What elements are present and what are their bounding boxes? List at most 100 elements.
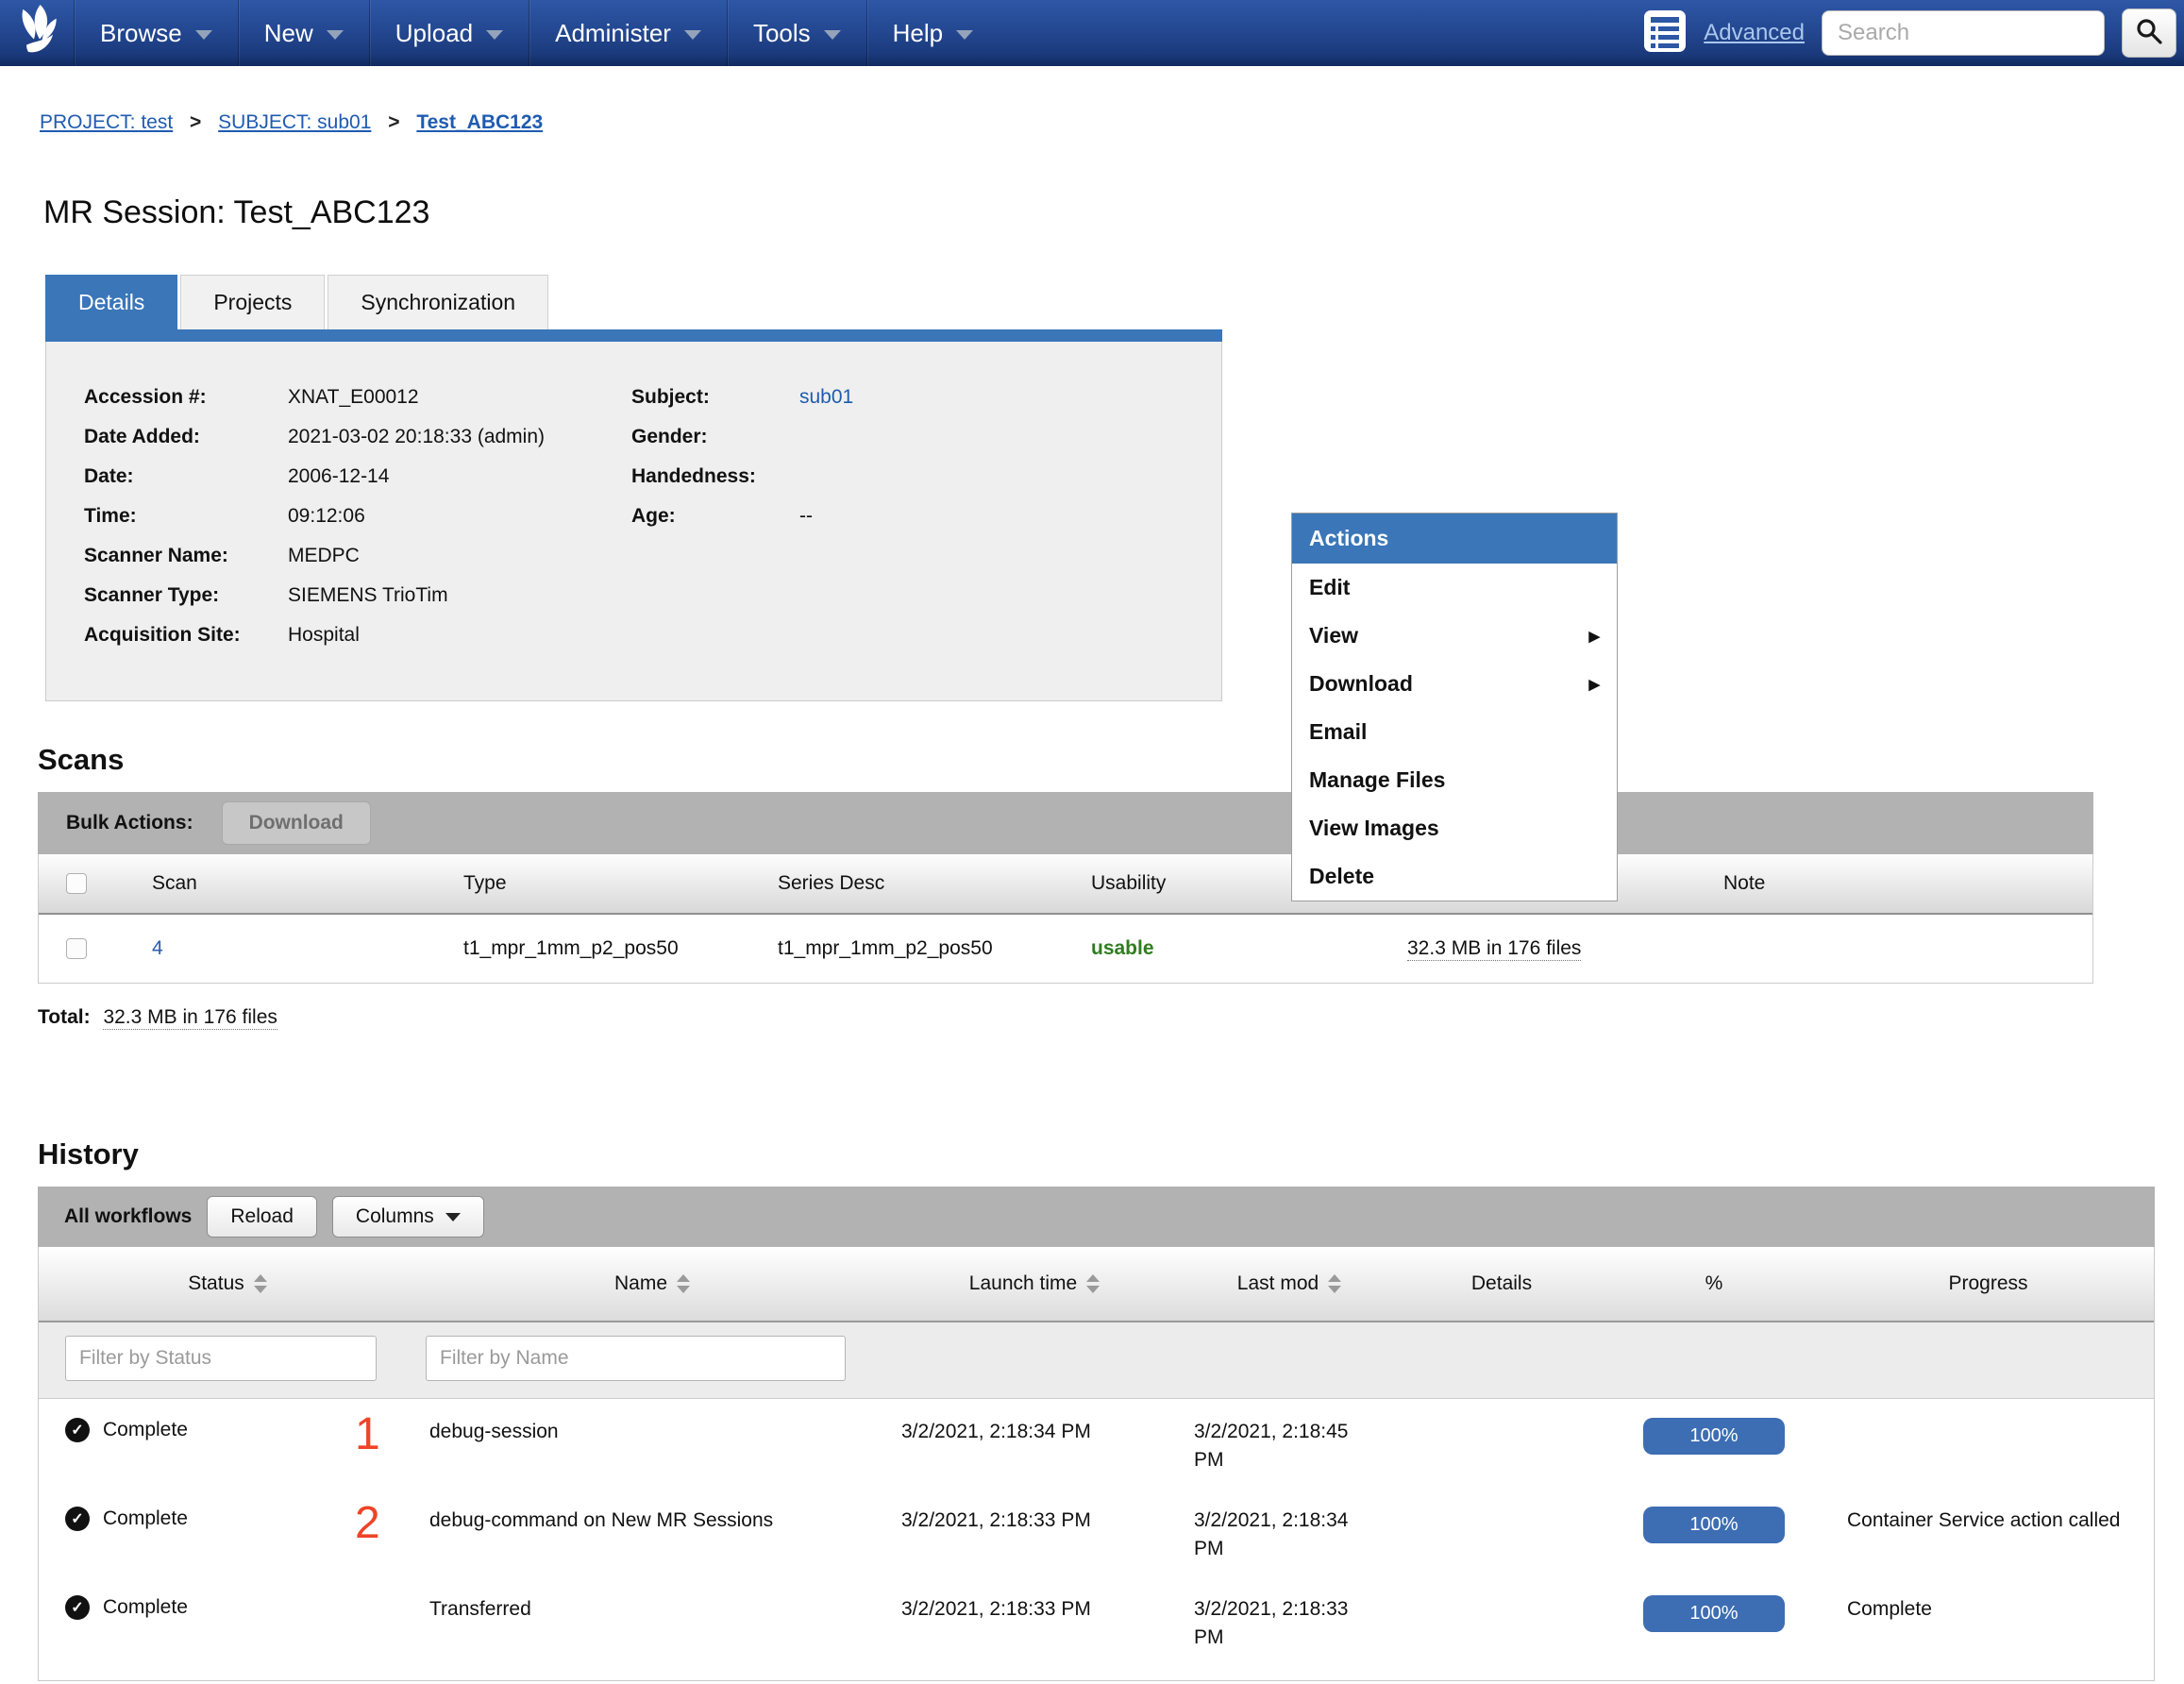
xnat-logo[interactable]: [0, 0, 74, 66]
scans-col-scan: Scan: [152, 872, 197, 894]
details-left-column: Accession #: XNAT_E00012 Date Added: 2021-…: [84, 385, 631, 663]
action-view-images[interactable]: View Images: [1292, 804, 1617, 852]
chevron-down-icon: [683, 30, 701, 40]
field-label: Gender:: [631, 426, 708, 447]
scans-table-header: Scan Type Series Desc Usability Files No…: [39, 854, 2092, 915]
scanner-name-value: MEDPC: [288, 545, 360, 566]
actions-panel-title: Actions: [1292, 514, 1617, 564]
action-label: Manage Files: [1309, 767, 1446, 792]
status-text: Complete: [103, 1596, 188, 1618]
scans-col-note: Note: [1723, 872, 1766, 894]
actions-panel: Actions Edit View ▶ Download ▶ Email Manag…: [1291, 513, 1618, 901]
history-col-details: Details: [1398, 1247, 1605, 1321]
column-label: Status: [188, 1272, 244, 1294]
scan-series-desc-cell: t1_mpr_1mm_p2_pos50: [778, 937, 993, 959]
nav-menu-tools[interactable]: Tools: [726, 0, 866, 66]
select-all-scans-checkbox[interactable]: [66, 873, 87, 894]
field-label: Subject:: [631, 386, 710, 408]
action-email[interactable]: Email: [1292, 708, 1617, 756]
scan-usability-badge: usable: [1091, 937, 1154, 959]
status-complete-icon: ✓: [65, 1507, 90, 1531]
filter-status-input[interactable]: [65, 1336, 377, 1381]
progress-percent-pill[interactable]: 100%: [1643, 1418, 1785, 1455]
scans-col-series-desc: Series Desc: [778, 872, 885, 894]
history-row: ✓ Complete 1 debug-session 3/2/2021, 2:1…: [39, 1399, 2154, 1488]
tab-details[interactable]: Details: [45, 275, 178, 329]
action-delete[interactable]: Delete: [1292, 852, 1617, 901]
column-label: Details: [1470, 1272, 1533, 1294]
nav-menu-label: Administer: [555, 18, 671, 47]
breadcrumb-session-link[interactable]: Test_ABC123: [416, 111, 544, 133]
status-complete-icon: ✓: [65, 1595, 90, 1620]
nav-menu-label: Help: [892, 18, 944, 47]
reload-button[interactable]: Reload: [207, 1196, 317, 1238]
history-col-launch-time[interactable]: Launch time: [888, 1247, 1181, 1321]
nav-menu-help[interactable]: Help: [865, 0, 999, 66]
subject-link[interactable]: sub01: [799, 386, 854, 408]
session-summary-region: Details Projects Synchronization Accessi…: [0, 275, 2184, 901]
history-row: ✓ Complete 2 debug-command on New MR Ses…: [39, 1488, 2154, 1576]
scan-id-link[interactable]: 4: [152, 937, 163, 959]
details-cell: [1398, 1595, 1605, 1652]
history-toolbar: All workflows Reload Columns: [38, 1187, 2155, 1247]
date-value: 2006-12-14: [288, 465, 390, 487]
scanner-type-value: SIEMENS TrioTim: [288, 584, 448, 606]
progress-percent-pill[interactable]: 100%: [1643, 1595, 1785, 1632]
last-mod-time: 3/2/2021, 2:18:34 PM: [1194, 1509, 1349, 1559]
advanced-search-icon[interactable]: [1643, 9, 1687, 58]
columns-button[interactable]: Columns: [331, 1196, 484, 1238]
scans-total-files-link[interactable]: 32.3 MB in 176 files: [103, 1006, 277, 1030]
action-label: Delete: [1309, 864, 1375, 888]
search-input[interactable]: [1822, 10, 2105, 56]
chevron-down-icon: [445, 1212, 461, 1221]
filter-name-input[interactable]: [426, 1336, 846, 1381]
submenu-arrow-icon: ▶: [1588, 676, 1600, 693]
scans-heading: Scans: [38, 743, 125, 776]
active-tab-bar: [45, 329, 1222, 342]
action-download[interactable]: Download ▶: [1292, 660, 1617, 708]
age-value: --: [799, 505, 813, 527]
details-cell: [1398, 1507, 1605, 1563]
nav-menu-upload[interactable]: Upload: [368, 0, 529, 66]
bulk-download-button[interactable]: Download: [221, 801, 371, 845]
history-col-status[interactable]: Status: [39, 1247, 416, 1321]
history-col-last-mod[interactable]: Last mod: [1181, 1247, 1398, 1321]
breadcrumb: PROJECT: test > SUBJECT: sub01 > Test_AB…: [0, 66, 2184, 134]
action-view[interactable]: View ▶: [1292, 612, 1617, 660]
breadcrumb-project-link[interactable]: PROJECT: test: [40, 111, 174, 133]
advanced-search-link[interactable]: Advanced: [1704, 20, 1805, 45]
details-cell: [1398, 1418, 1605, 1474]
status-text: Complete: [103, 1507, 188, 1529]
scan-files-link[interactable]: 32.3 MB in 176 files: [1407, 936, 1582, 961]
sort-icon: [677, 1274, 691, 1293]
tab-projects[interactable]: Projects: [180, 275, 326, 329]
tab-synchronization[interactable]: Synchronization: [328, 275, 549, 329]
search-button[interactable]: [2122, 8, 2176, 58]
action-edit[interactable]: Edit: [1292, 564, 1617, 612]
nav-menu-administer[interactable]: Administer: [529, 0, 727, 66]
scans-col-usability: Usability: [1091, 872, 1167, 894]
field-label: Accession #:: [84, 386, 207, 408]
search-icon: [2135, 17, 2163, 50]
action-manage-files[interactable]: Manage Files: [1292, 756, 1617, 804]
page-title: MR Session: Test_ABC123: [43, 194, 430, 230]
reload-button-label: Reload: [230, 1205, 294, 1227]
nav-search-cluster: Advanced: [1643, 0, 2184, 66]
details-right-column: Subject: sub01 Gender: Handedness: Age: --: [631, 385, 853, 663]
field-label: Scanner Name:: [84, 545, 228, 566]
last-mod-time: 3/2/2021, 2:18:45 PM: [1194, 1421, 1349, 1471]
scans-total: Total: 32.3 MB in 176 files: [38, 1006, 2184, 1030]
nav-menu-label: Upload: [395, 18, 474, 47]
progress-percent-pill[interactable]: 100%: [1643, 1507, 1785, 1543]
history-heading: History: [38, 1137, 139, 1170]
history-col-name[interactable]: Name: [416, 1247, 888, 1321]
nav-menu-new[interactable]: New: [237, 0, 369, 66]
breadcrumb-subject-link[interactable]: SUBJECT: sub01: [218, 111, 372, 133]
scan-row-checkbox[interactable]: [66, 938, 87, 959]
status-text: Complete: [103, 1419, 188, 1440]
annotation-marker-2: 2: [355, 1498, 380, 1548]
nav-menu-browse[interactable]: Browse: [74, 0, 238, 66]
session-tabs: Details Projects Synchronization: [45, 275, 2184, 329]
sort-icon: [253, 1274, 267, 1293]
history-col-progress: Progress: [1823, 1247, 2154, 1321]
